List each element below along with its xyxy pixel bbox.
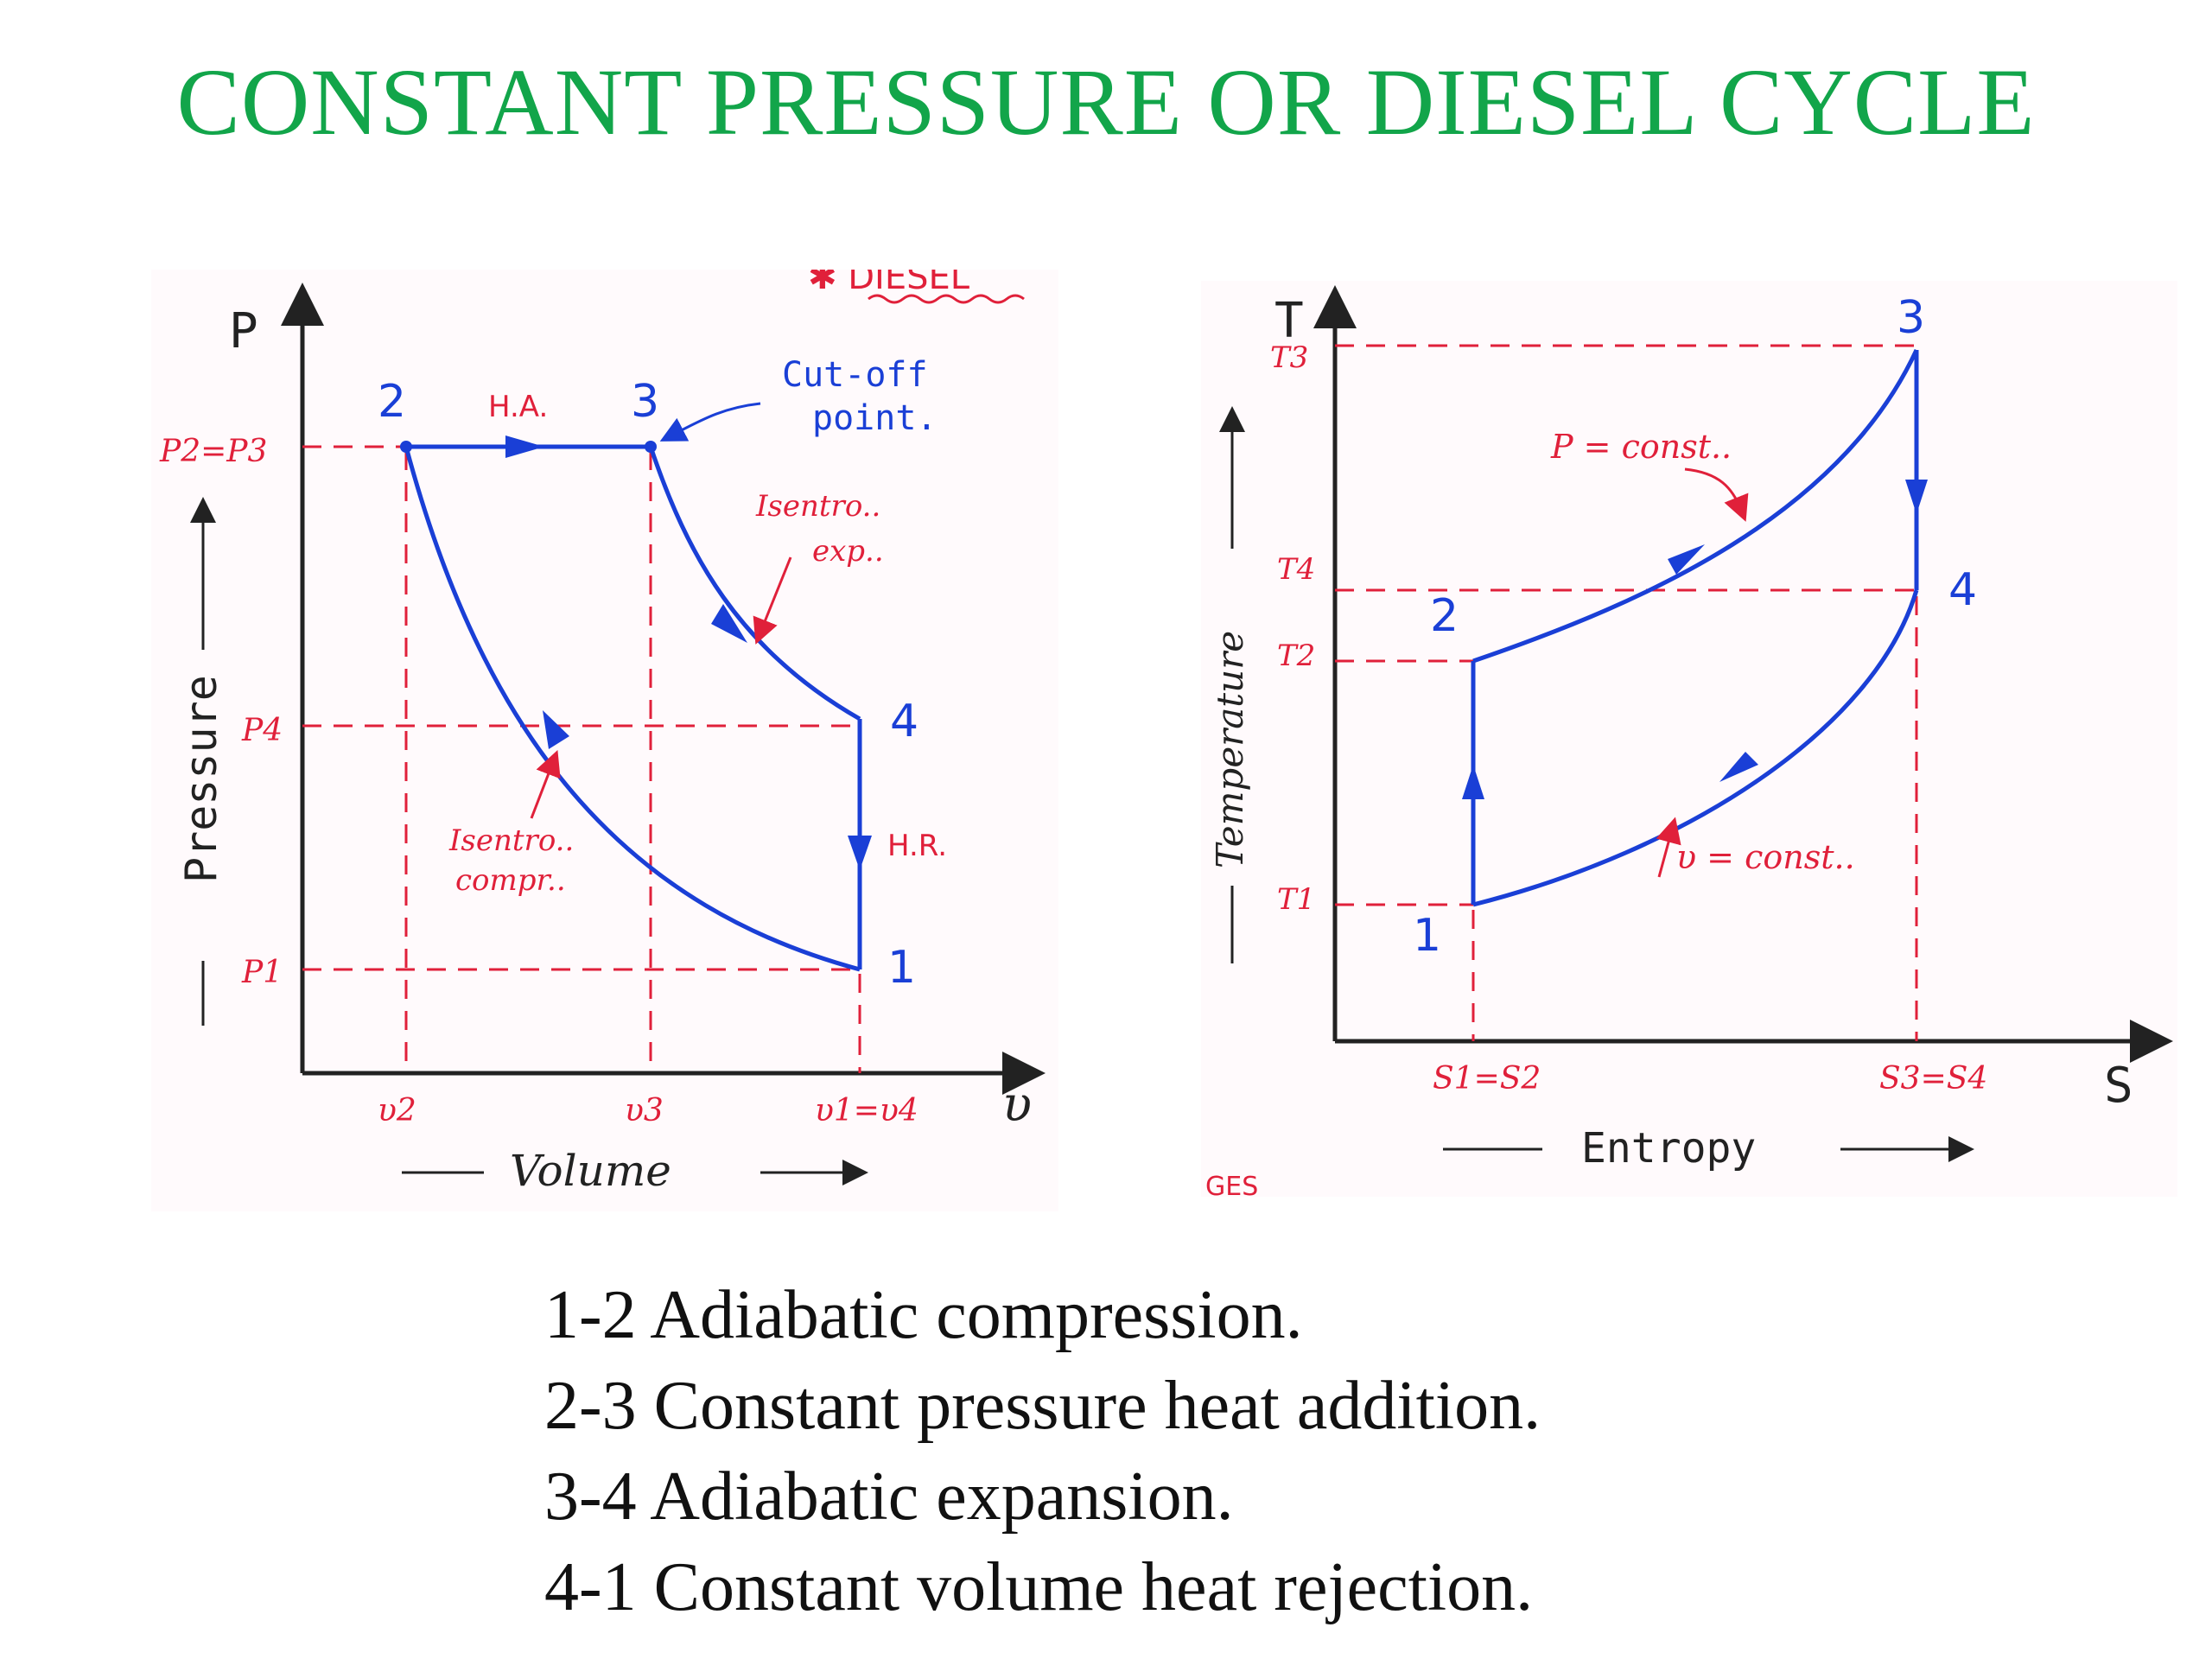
ts-y-axis-label: Temperature [1209,631,1251,868]
pv-point-2: 2 [378,376,406,428]
pv-point-1: 1 [887,942,916,994]
legend-item-1-2: 1-2 Adiabatic compression. [544,1277,1303,1353]
pv-cutoff-label-1: Cut-off [782,355,928,395]
pv-heat-rejection-label: H.R. [887,829,947,863]
pv-cutoff-pointer [659,402,761,442]
ts-arrow-expansion [1905,480,1928,514]
ts-x-axis-label: Entropy [1581,1124,1756,1173]
pv-arrow-compression [543,710,569,749]
slide-title: CONSTANT PRESSURE OR DIESEL CYCLE [176,49,2036,155]
legend-item-2-3: 2-3 Constant pressure heat addition. [544,1368,1541,1444]
ts-cycle [1471,348,1919,907]
process-legend: 1-2 Adiabatic compression. 2-3 Constant … [544,1270,1541,1633]
pv-y-axis-label: Pressure [176,675,226,883]
pv-y-axis-symbol: P [229,303,258,359]
pv-xtick-v1v4: υ1=υ4 [815,1093,918,1128]
pv-x-axis-symbol: υ [1002,1077,1032,1133]
pv-arrow-rejection [848,836,872,870]
ts-xtick-s1s2: S1=S2 [1433,1061,1541,1096]
ts-x-axis-symbol: S [2104,1058,2133,1114]
ts-guide-lines [1335,344,1918,1041]
legend-item-3-4: 3-4 Adiabatic expansion. [544,1459,1234,1535]
ts-ytick-t3: T3 [1270,340,1308,375]
pv-xtick-v2: υ2 [378,1093,416,1128]
pv-diagram: ✱ DIESEL 2 3 4 1 [151,270,1058,1211]
pv-top-scrap: ✱ DIESEL [808,270,970,297]
pv-arrow-heat-addition [505,435,544,458]
ts-p-const-pointer [1684,467,1749,522]
pv-ytick-p2p3: P2=P3 [159,434,267,469]
ts-point-3: 3 [1897,292,1925,344]
ts-arrow-compression [1462,765,1484,799]
pv-expansion-label-1: Isentro.. [755,489,880,524]
pv-point-4: 4 [890,696,918,747]
ts-v-const-pointer [1656,817,1681,878]
ts-arrow-heat-addition [1668,544,1705,575]
ts-v-const-label: υ = const.. [1676,838,1855,876]
ts-p-const-label: P = const.. [1550,428,1732,466]
pv-top-scrap-underline [868,294,1025,304]
pv-x-axis-label: Volume [510,1146,671,1196]
pv-compression-label-2: compr.. [455,863,566,898]
ts-point-1: 1 [1413,910,1441,962]
ts-ytick-t4: T4 [1277,552,1315,587]
pv-ytick-p1: P1 [241,955,283,990]
ts-bottom-scrap: GES [1205,1172,1258,1197]
pv-point-3: 3 [631,376,659,428]
pv-arrow-expansion [711,604,747,643]
ts-ytick-t1: T1 [1277,882,1315,917]
pv-guide-lines [302,445,861,1073]
ts-xtick-s3s4: S3=S4 [1879,1061,1987,1096]
pv-compression-pointer [530,749,561,819]
pv-compression-label-1: Isentro.. [448,823,574,858]
ts-point-2: 2 [1430,590,1459,642]
pv-expansion-label-2: exp.. [812,534,884,569]
ts-arrow-heat-rejection [1719,752,1758,782]
pv-expansion-pointer [753,556,792,645]
pv-heat-addition-label: H.A. [488,390,548,424]
pv-cutoff-label-2: point. [812,398,938,438]
ts-point-4: 4 [1948,564,1977,616]
pv-xtick-v3: υ3 [625,1093,664,1128]
ts-ytick-t2: T2 [1277,639,1315,673]
pv-ytick-p4: P4 [241,713,283,748]
legend-item-4-1: 4-1 Constant volume heat rejection. [544,1549,1534,1625]
ts-y-axis-symbol: T [1274,293,1304,349]
ts-diagram: 3 4 2 1 P = const.. υ = const.. T3 T4 T2… [1201,281,2177,1197]
